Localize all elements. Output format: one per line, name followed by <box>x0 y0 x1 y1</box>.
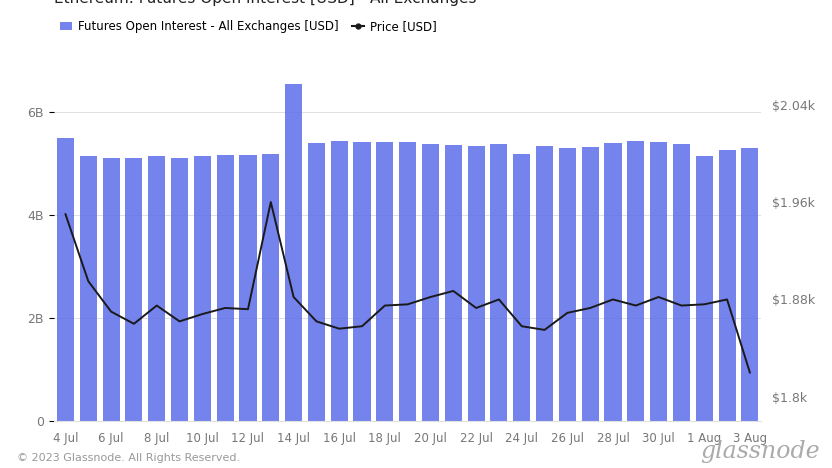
Bar <box>285 84 302 421</box>
Bar <box>376 142 394 421</box>
Bar <box>650 142 667 421</box>
Bar <box>696 156 713 421</box>
Bar <box>308 143 325 421</box>
Bar <box>194 156 211 421</box>
Text: Ethereum: Futures Open Interest [USD] - All Exchanges: Ethereum: Futures Open Interest [USD] - … <box>54 0 477 6</box>
Bar <box>719 150 735 421</box>
Bar <box>126 158 142 421</box>
Bar <box>262 154 280 421</box>
Bar <box>57 138 74 421</box>
Bar <box>240 154 256 421</box>
Bar <box>673 144 690 421</box>
Text: glassnode: glassnode <box>700 440 820 463</box>
Bar <box>216 155 234 421</box>
Bar <box>422 144 439 421</box>
Bar <box>445 145 462 421</box>
Bar <box>102 158 120 421</box>
Bar <box>148 156 166 421</box>
Bar <box>354 142 370 421</box>
Bar <box>399 142 416 421</box>
Bar <box>330 140 348 421</box>
Bar <box>559 148 576 421</box>
Bar <box>468 146 485 421</box>
Text: © 2023 Glassnode. All Rights Reserved.: © 2023 Glassnode. All Rights Reserved. <box>17 453 240 463</box>
Bar <box>513 154 530 421</box>
Bar <box>604 143 622 421</box>
Bar <box>80 156 97 421</box>
Bar <box>627 141 644 421</box>
Bar <box>171 158 188 421</box>
Bar <box>582 147 599 421</box>
Bar <box>536 146 553 421</box>
Legend: Futures Open Interest - All Exchanges [USD], Price [USD]: Futures Open Interest - All Exchanges [U… <box>60 20 437 33</box>
Bar <box>490 144 508 421</box>
Bar <box>741 148 759 421</box>
